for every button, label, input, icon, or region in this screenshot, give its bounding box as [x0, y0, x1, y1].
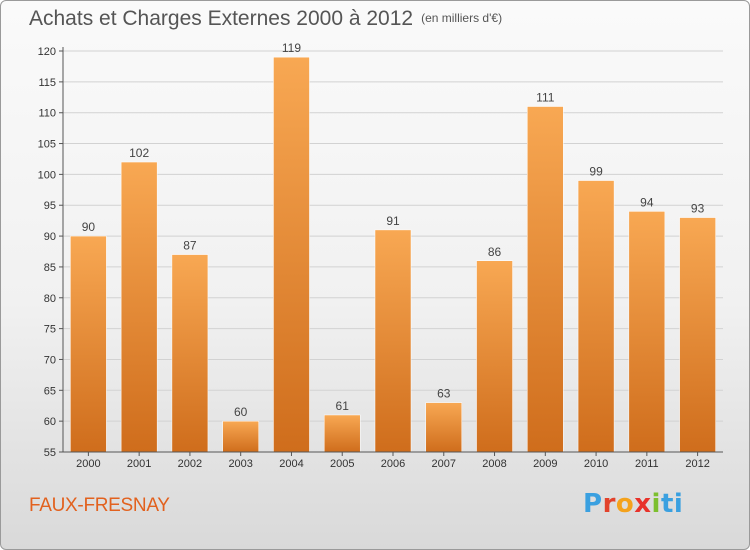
- bar: [628, 211, 666, 453]
- x-tick-label: 2001: [127, 458, 151, 470]
- proxiti-logo: Proxiti: [583, 489, 684, 519]
- y-tick-label: 120: [38, 46, 56, 58]
- axes: 55 60 65 70 75 80 85 90 95 100 105 110 115 120 2000 200…: [38, 46, 723, 470]
- bar: [476, 260, 513, 453]
- bar: [171, 254, 209, 453]
- y-tick-label: 105: [38, 139, 56, 151]
- bar: [323, 414, 361, 453]
- x-tick-label: 2000: [76, 458, 100, 470]
- y-tick-label: 55: [44, 447, 56, 459]
- x-tick-label: 2006: [381, 458, 405, 470]
- chart-unit: (en milliers d'€): [421, 11, 503, 25]
- bar: [374, 229, 412, 453]
- y-tick-label: 65: [44, 385, 56, 397]
- data-label: 63: [437, 387, 451, 401]
- data-label: 93: [691, 202, 705, 216]
- data-label: 61: [336, 399, 350, 413]
- y-tick-label: 95: [44, 200, 56, 212]
- x-tick-label: 2007: [432, 458, 456, 470]
- y-tick-label: 90: [44, 231, 56, 243]
- data-label: 90: [82, 220, 96, 234]
- data-label: 99: [589, 165, 603, 179]
- x-tick-label: 2005: [330, 458, 354, 470]
- bar: [527, 106, 564, 453]
- y-tick-label: 115: [38, 77, 56, 89]
- x-tick-label: 2003: [228, 458, 252, 470]
- chart-title: Achats et Charges Externes 2000 à 2012 (e…: [29, 7, 502, 31]
- data-labels: 90 102 87 60 119 61 91 63 86 111 99 94 93: [82, 41, 705, 419]
- bar: [222, 420, 259, 453]
- bar: [273, 56, 310, 453]
- x-tick-label: 2012: [685, 458, 709, 470]
- bars: [70, 56, 716, 453]
- x-tick-label: 2011: [635, 458, 659, 470]
- data-label: 60: [234, 405, 248, 419]
- data-label: 91: [386, 214, 400, 228]
- data-label: 86: [488, 245, 502, 259]
- data-label: 87: [183, 239, 197, 253]
- bar: [577, 180, 615, 453]
- chart-title-text: Achats et Charges Externes 2000 à 2012: [29, 7, 414, 30]
- y-tick-label: 110: [38, 108, 56, 120]
- bar: [70, 235, 107, 453]
- x-tick-label: 2010: [584, 458, 608, 470]
- data-label: 102: [129, 146, 149, 160]
- commune-name: FAUX-FRESNAY: [29, 495, 170, 516]
- y-tick-label: 75: [44, 324, 56, 336]
- bar: [425, 402, 463, 453]
- bar: [679, 217, 716, 453]
- y-tick-label: 60: [44, 416, 56, 428]
- y-tick-label: 85: [44, 262, 56, 274]
- x-tick-label: 2008: [482, 458, 506, 470]
- data-label: 111: [536, 91, 555, 105]
- data-label: 119: [282, 41, 301, 55]
- y-tick-label: 100: [38, 169, 56, 181]
- y-tick-label: 70: [44, 354, 56, 366]
- y-tick-label: 80: [44, 293, 56, 305]
- data-label: 94: [640, 195, 654, 209]
- x-tick-label: 2002: [178, 458, 202, 470]
- x-tick-label: 2004: [279, 458, 303, 470]
- x-tick-label: 2009: [533, 458, 557, 470]
- bar: [120, 161, 158, 453]
